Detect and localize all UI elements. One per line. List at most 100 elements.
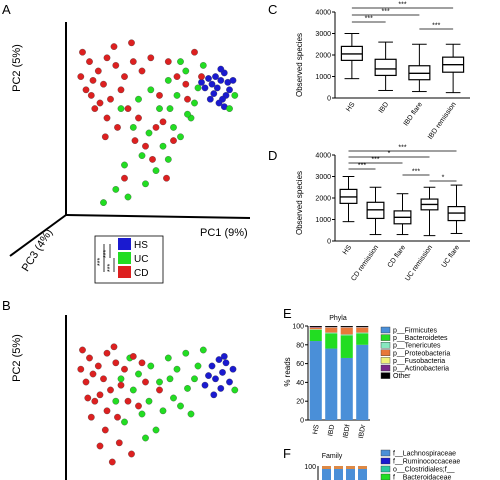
boxplot-d-box-hs	[339, 176, 358, 223]
point-hs-7	[205, 372, 212, 379]
pcoa-a-x-axis	[65, 214, 251, 219]
boxplot-c-box-hs	[340, 33, 363, 80]
legend-label-other: Other	[393, 373, 411, 380]
point-cd-7	[82, 86, 90, 94]
pcoa-a-z-label: PC3 (4%)	[20, 227, 55, 274]
legend-sig-3: ***	[107, 264, 114, 272]
point-cd-31	[128, 39, 135, 47]
point-cd-14	[147, 54, 155, 62]
point-hs-11	[220, 353, 228, 360]
stacked-bar-e-legend: p__Firmicutesp__Bacteroidetesp__Tenericu…	[380, 326, 450, 380]
legend-label-p-actinobacteria: p__Actinobacteria	[393, 366, 449, 373]
point-cd-3	[103, 349, 111, 357]
point-uc-16	[135, 370, 142, 378]
bar-segment-hs-p-actinobacteria	[309, 326, 322, 328]
point-cd-1	[86, 354, 93, 362]
point-uc-15	[184, 385, 191, 392]
point-uc-24	[142, 434, 149, 442]
point-cd-8	[107, 386, 114, 394]
point-uc-17	[194, 84, 202, 92]
point-uc-20	[117, 105, 125, 112]
stacked-bar-f-bar-3-top	[346, 466, 355, 469]
legend-swatch-cd	[118, 266, 131, 278]
point-uc-7	[170, 394, 177, 402]
stacked-bar-f-bar-1	[322, 466, 331, 480]
point-uc-18	[184, 110, 191, 118]
legend-sig-2: ***	[103, 250, 110, 258]
point-cd-12	[117, 381, 125, 389]
legend-swatch-p-tenericutes	[380, 342, 391, 349]
point-uc-12	[129, 386, 137, 394]
stacked-bar-e-title: Phyla	[329, 315, 347, 322]
point-cd-25	[128, 450, 135, 458]
point-cd-27	[170, 137, 177, 144]
bar-segment-ibdf-other	[340, 326, 353, 327]
point-cd-27	[87, 413, 95, 421]
point-cd-10	[129, 58, 137, 65]
stacked-bar-e-category-label: IBDf	[342, 424, 351, 439]
point-uc-3	[182, 67, 190, 75]
point-cd-18	[114, 413, 121, 421]
point-cd-9	[121, 365, 128, 373]
point-hs-16	[206, 95, 214, 103]
boxplot-d-y-label: Observed species	[295, 171, 304, 235]
point-uc-7	[170, 124, 177, 131]
legend-label-p-bacteroidetes: p__Bacteroidetes	[393, 335, 448, 342]
point-uc-4	[191, 375, 198, 383]
boxplot-d-y-tick-label: 0	[327, 239, 331, 246]
boxplot-d-category-label: UC remission	[404, 244, 434, 283]
point-cd-6	[112, 359, 120, 367]
point-cd-29	[79, 48, 86, 56]
panel-label-a: A	[2, 2, 11, 17]
boxplot-d-category-label: CD flare	[387, 244, 408, 269]
point-cd-24	[182, 80, 190, 88]
boxplot-d-box-uc-flare	[447, 184, 466, 234]
point-uc-5	[156, 105, 163, 112]
point-cd-17	[124, 397, 132, 405]
point-hs-9	[205, 75, 212, 82]
point-cd-24	[115, 439, 123, 447]
bar-segment-ibdr-p-tenericutes	[356, 332, 369, 334]
point-uc-3	[182, 349, 190, 357]
bar-segment-ibdf-p-proteobacteria	[340, 327, 353, 335]
bar-segment-ibdf-p-tenericutes	[340, 334, 353, 336]
point-cd-20	[135, 114, 142, 122]
point-hs-9	[229, 365, 237, 373]
boxplot-d-y-tick-label: 2000	[315, 196, 331, 203]
point-cd-8	[107, 95, 114, 103]
legend-swatch-uc	[118, 252, 131, 264]
point-cd-35	[121, 174, 128, 182]
point-cd-14	[77, 365, 85, 373]
boxplot-d-significance-label: ***	[371, 157, 379, 164]
legend-swatch-p-proteobacteria	[380, 349, 391, 356]
point-uc-24	[199, 62, 207, 69]
point-hs-5	[213, 84, 221, 92]
legend-label-uc: UC	[134, 254, 148, 265]
panel-label-d: D	[268, 148, 277, 163]
point-cd-26	[152, 124, 160, 131]
point-hs-17	[217, 65, 225, 73]
boxplot-d-box-uc-remission	[420, 186, 439, 237]
boxplot-d-significance-label: ***	[398, 145, 406, 152]
stacked-bar-f-bar-1-top	[322, 466, 331, 469]
point-hs-1	[208, 362, 216, 370]
pcoa-b-y-label: PC2 (5%)	[11, 334, 23, 382]
panel-label-f: F	[283, 446, 291, 461]
point-uc-4	[191, 99, 198, 107]
stacked-bar-f: Family 100 f__Lachnospiraceaef__Ruminoco…	[304, 449, 460, 480]
pcoa-a-z-axis	[9, 214, 67, 257]
point-uc-14	[194, 362, 202, 370]
point-cd-10	[129, 353, 137, 360]
point-uc-6	[147, 362, 155, 370]
point-uc-25	[112, 397, 120, 405]
bar-segment-hs-p-bacteroidetes	[309, 329, 322, 342]
bar-segment-hs-other	[309, 326, 322, 327]
legend-label-hs: HS	[134, 240, 148, 251]
point-cd-22	[110, 343, 118, 351]
boxplot-d-y-tick-label: 3000	[315, 174, 331, 181]
point-uc-27	[226, 105, 233, 112]
boxplot-d-category-label: CD remission	[350, 244, 380, 283]
boxplot-d-significance-label: ***	[358, 163, 366, 170]
